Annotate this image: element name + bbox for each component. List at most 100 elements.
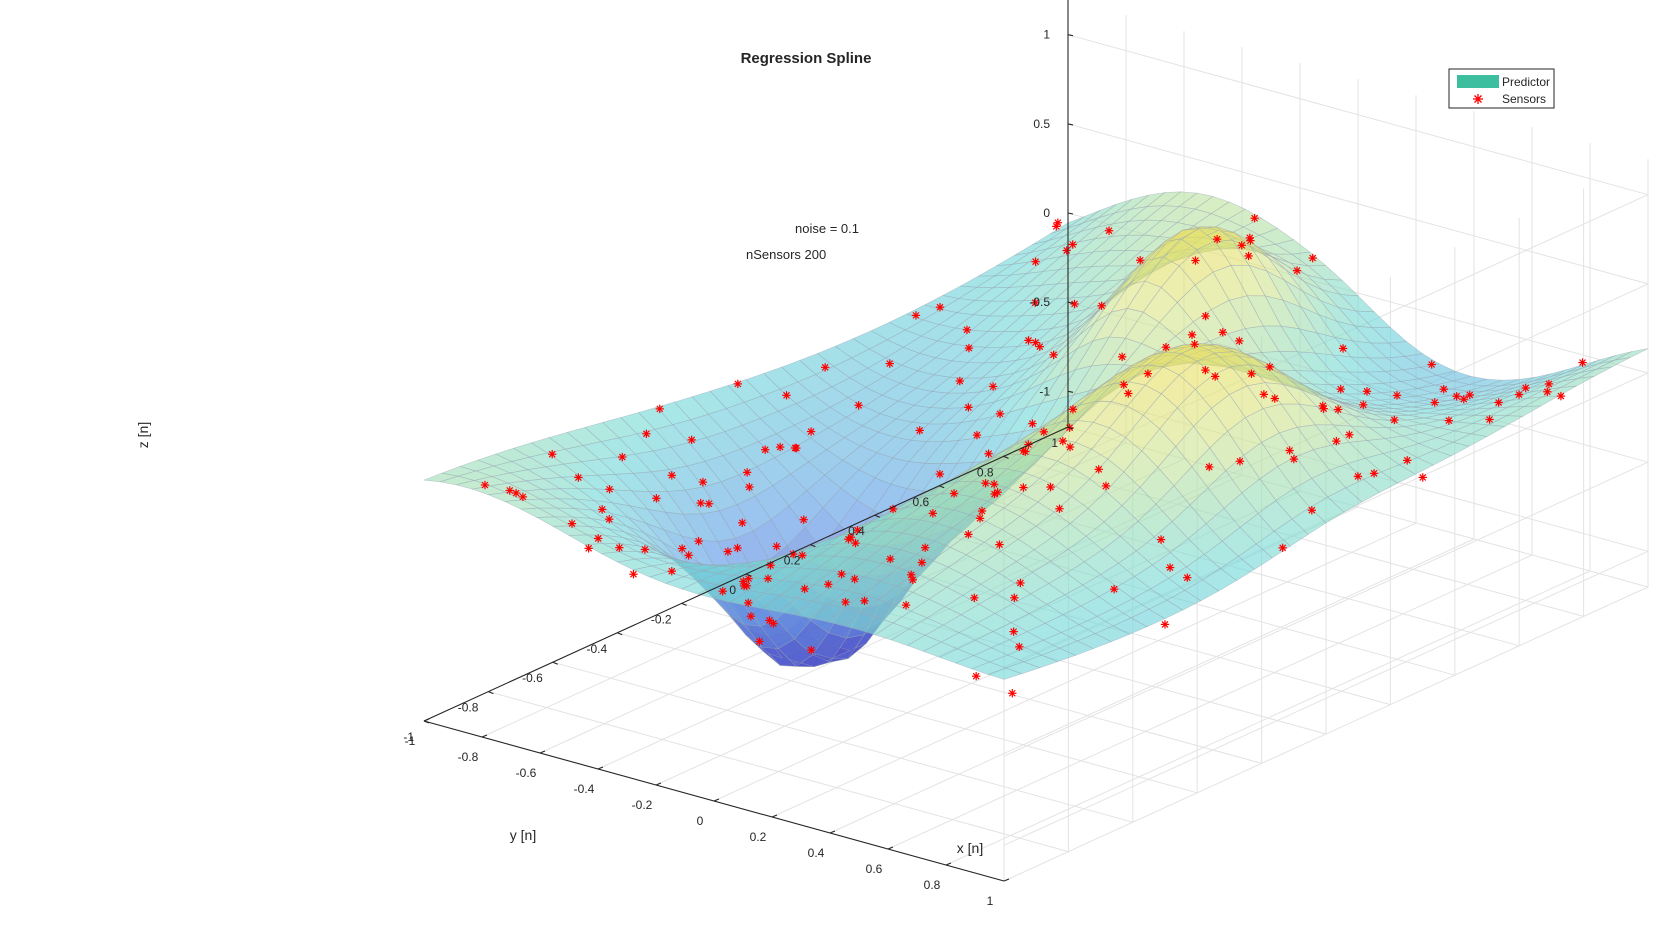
sensor-marker — [906, 570, 916, 580]
sensor-marker — [799, 515, 808, 524]
sensor-marker — [1494, 398, 1503, 407]
grid-line — [617, 632, 1198, 794]
z-tick — [1067, 301, 1074, 304]
grid-line — [1003, 550, 1649, 846]
sensor-marker — [718, 587, 727, 596]
sensor-marker — [1259, 390, 1269, 399]
sensor-marker — [1035, 342, 1044, 351]
sensor-marker — [1187, 330, 1197, 339]
x-axis-label: x [n] — [957, 840, 983, 856]
sensor-marker — [775, 442, 785, 452]
sensor-marker — [1097, 301, 1106, 311]
sensor-marker — [854, 401, 863, 410]
z-tick — [1067, 34, 1074, 37]
sensor-marker — [1104, 226, 1114, 235]
x-tick — [829, 830, 836, 834]
sensor-marker — [605, 485, 614, 494]
noise-annotation: noise = 0.1 — [795, 221, 859, 236]
sensor-marker — [844, 535, 853, 544]
sensor-marker — [615, 543, 624, 552]
surface-patch — [423, 472, 459, 483]
predictor-surface — [423, 191, 1649, 680]
sensor-marker — [1068, 405, 1078, 414]
sensor-marker — [629, 570, 638, 579]
sensor-markers — [480, 213, 1587, 698]
sensor-marker — [677, 544, 687, 553]
sensor-marker — [1265, 362, 1275, 372]
sensor-marker — [1065, 442, 1075, 452]
sensor-marker — [505, 486, 514, 495]
y-tick-label: -0.2 — [651, 612, 672, 626]
x-tick-label: -1 — [405, 734, 416, 748]
y-tick-label: 0.2 — [784, 554, 801, 568]
x-tick — [423, 718, 430, 722]
sensor-marker — [1068, 240, 1077, 249]
y-tick — [1003, 455, 1009, 459]
sensor-marker — [1210, 372, 1220, 381]
sensor-marker — [733, 379, 743, 389]
sensor-marker — [1250, 213, 1259, 223]
sensor-marker — [1218, 328, 1227, 337]
sensor-marker — [841, 597, 850, 607]
sensor-marker — [1058, 436, 1068, 446]
sensor-marker — [1369, 469, 1379, 478]
z-tick-label: 1 — [1043, 28, 1050, 42]
axis-lines — [423, 0, 1074, 882]
x-tick — [539, 750, 546, 754]
sensor-marker — [1336, 384, 1345, 394]
sensor-marker — [928, 509, 938, 518]
sensor-marker — [1010, 593, 1019, 602]
sensor-marker — [1101, 481, 1111, 491]
sensor-marker — [1285, 446, 1294, 455]
sensor-marker — [1544, 379, 1554, 389]
sensor-marker — [792, 443, 801, 453]
sensor-marker — [1117, 352, 1127, 362]
sensor-marker — [915, 426, 924, 435]
sensor-marker — [605, 514, 614, 524]
sensor-marker — [988, 382, 998, 391]
sensor-marker — [723, 547, 733, 556]
legend-sensors-label: Sensors — [1502, 92, 1546, 106]
y-tick — [938, 485, 945, 489]
sensor-marker — [800, 584, 809, 594]
y-tick-label: -0.4 — [587, 642, 608, 656]
x-tick — [887, 846, 894, 850]
sensor-marker — [995, 409, 1005, 419]
y-tick-label: 0.8 — [977, 465, 994, 479]
sensor-marker — [1062, 246, 1071, 255]
sensor-marker — [1247, 369, 1256, 378]
sensor-marker — [696, 498, 705, 508]
sensor-marker — [763, 574, 773, 583]
sensor-marker — [1485, 415, 1494, 424]
sensor-marker — [593, 534, 603, 543]
sensor-marker — [618, 452, 627, 462]
sensor-marker — [949, 489, 959, 498]
sensor-marker — [1390, 415, 1399, 425]
sensor-marker — [745, 482, 754, 492]
sensor-marker — [1403, 456, 1412, 465]
x-tick-label: -0.2 — [632, 798, 653, 812]
y-tick — [874, 514, 881, 518]
z-tick — [1067, 390, 1074, 393]
sensor-marker — [511, 488, 521, 498]
z-axis-label: z [n] — [135, 422, 151, 448]
y-tick — [810, 544, 816, 548]
sensor-marker — [1270, 394, 1279, 403]
sensor-marker — [480, 480, 490, 490]
tick-labels: -1 -0.8 -0.6 -0.4 -0.2 0 0.2 0.4 0.6 0.8 1 -1 -0.8 -0… — [403, 28, 1058, 908]
sensor-marker — [1338, 344, 1348, 353]
y-tick-label: 0 — [729, 583, 736, 597]
y-tick-label: 0.6 — [913, 495, 930, 509]
y-axis-label: y [n] — [510, 827, 536, 843]
sensor-marker — [1332, 436, 1341, 446]
sensor-marker — [1235, 336, 1244, 346]
x-tick-label: 0 — [697, 814, 704, 828]
sensor-marker — [1235, 457, 1245, 466]
sensor-marker — [911, 311, 921, 320]
sensor-marker — [1031, 338, 1040, 347]
sensor-marker — [1465, 390, 1474, 400]
sensor-marker — [1439, 384, 1448, 394]
sensor-marker — [1244, 251, 1253, 261]
sensor-marker — [1543, 387, 1552, 396]
sensor-marker — [744, 574, 753, 583]
